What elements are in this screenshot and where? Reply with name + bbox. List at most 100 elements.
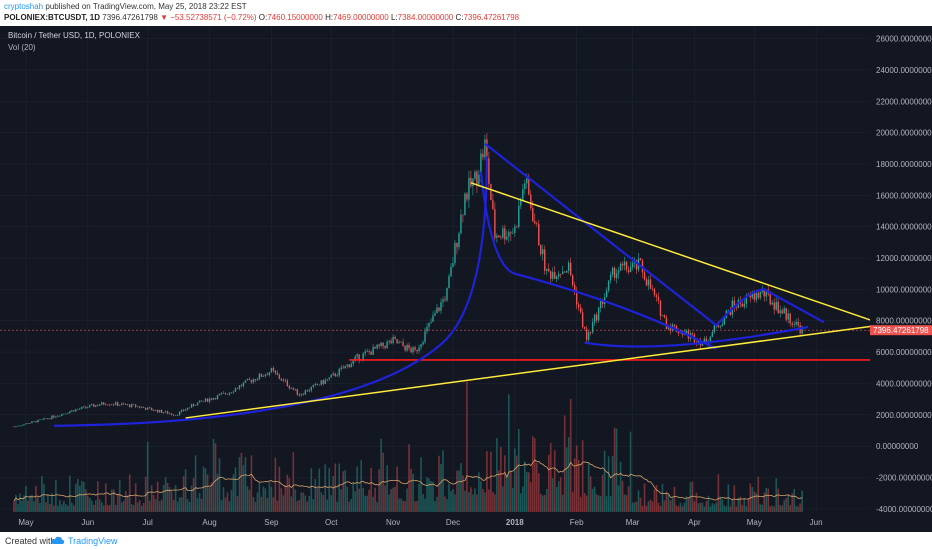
volume-bar (156, 481, 159, 512)
volume-bar (142, 502, 145, 512)
volume-bar (567, 437, 570, 512)
candle-body (589, 332, 592, 333)
volume-bar (124, 491, 127, 512)
candle-body (673, 324, 676, 326)
candle-body (49, 418, 51, 420)
candle-body (504, 228, 506, 240)
candle-body (440, 302, 442, 311)
volume-bar (476, 494, 478, 512)
candle-body (597, 307, 600, 321)
volume-bar (39, 502, 41, 512)
candle-body (653, 289, 656, 296)
volume-bar (406, 488, 408, 512)
candle-body (278, 374, 281, 379)
tradingview-link[interactable]: TradingView (68, 536, 118, 546)
candle-body (432, 315, 434, 322)
volume-bar (268, 482, 271, 512)
candle-body (615, 273, 618, 278)
candle-body (192, 404, 195, 406)
candle-body (366, 351, 368, 352)
volume-bar (120, 502, 123, 512)
yellow-resistance-trendline[interactable] (470, 182, 885, 326)
candle-body (89, 405, 91, 408)
volume-bar (352, 482, 354, 512)
author-link[interactable]: cryptoshah (4, 2, 44, 11)
candle-body (560, 273, 562, 275)
candle-body (685, 330, 688, 333)
candle-body (152, 410, 155, 411)
volume-bar (561, 494, 564, 512)
volume-bar (757, 476, 760, 512)
candle-body (61, 413, 63, 416)
yellow-support-trendline[interactable] (185, 323, 885, 419)
candle-body (170, 413, 173, 415)
ohlc-open-value: 7460.15000000 (267, 13, 323, 22)
volume-bar (364, 495, 366, 512)
candle-body (53, 415, 55, 418)
candle-body (534, 221, 536, 224)
candle-body (238, 385, 241, 389)
volume-bar (51, 493, 53, 512)
candle-body (144, 407, 147, 410)
candle-body (101, 402, 103, 405)
volume-bar (358, 488, 360, 512)
price-tick-label: 6000.00000000 (876, 348, 932, 357)
candle-body (59, 415, 61, 417)
candle-body (540, 245, 542, 255)
candle-body (166, 411, 169, 414)
volume-bar (206, 474, 209, 512)
candle-body (138, 406, 141, 408)
candle-body (224, 392, 227, 395)
time-tick-label: Sep (264, 518, 279, 527)
volume-bar (19, 493, 21, 512)
volume-bar (226, 492, 229, 512)
candle-body (621, 263, 624, 266)
volume-bar (641, 505, 644, 512)
candle-body (394, 337, 396, 340)
candle-body (745, 295, 747, 304)
volume-bar (354, 491, 356, 512)
volume-bar (715, 502, 718, 512)
volume-bar (699, 502, 702, 512)
candle-body (793, 324, 795, 326)
price-axis[interactable]: 26000.00000000 24000.00000000 22000.000000… (870, 26, 932, 532)
volume-bar (707, 495, 710, 512)
candle-body (174, 415, 177, 417)
volume-bar (414, 501, 416, 512)
candle-body (783, 308, 785, 314)
time-axis[interactable]: May Jun Jul Aug Sep Oct Nov Dec 2018 Feb Mar Apr May… (0, 512, 932, 532)
volume-bar (67, 505, 69, 512)
blue-parabolic-curve[interactable] (53, 156, 717, 427)
volume-bar (615, 428, 618, 512)
candle-body (21, 425, 23, 426)
volume-bar (783, 500, 785, 512)
candle-body (416, 349, 418, 352)
volume-bar (49, 503, 51, 512)
candle-body (645, 279, 648, 286)
candle-body (410, 348, 412, 353)
volume-bar (446, 499, 448, 512)
price-chart[interactable]: 26000.00000000 24000.00000000 22000.000000… (0, 26, 932, 532)
candle-body (558, 273, 560, 277)
volume-bar (392, 487, 394, 512)
volume-bar (697, 503, 700, 512)
volume-bar (527, 472, 530, 512)
volume-bar (290, 496, 293, 512)
candle-body (230, 392, 233, 393)
candle-body (713, 325, 716, 332)
volume-legend: Vol (20) (8, 43, 36, 52)
candle-body (326, 379, 328, 380)
volume-bar (108, 505, 111, 512)
volume-bar (717, 474, 720, 512)
volume-bar (577, 459, 580, 512)
volume-bar (372, 496, 374, 512)
volume-bar (761, 504, 764, 512)
blue-falling-wedge[interactable] (484, 142, 825, 348)
candle-body (85, 406, 87, 408)
candle-body (414, 347, 416, 350)
volume-bar (390, 489, 392, 512)
publish-info: published on TradingView.com, May 25, 20… (45, 2, 247, 11)
volume-bar (71, 502, 73, 512)
volume-bar (73, 505, 75, 512)
volume-bar (122, 500, 125, 512)
